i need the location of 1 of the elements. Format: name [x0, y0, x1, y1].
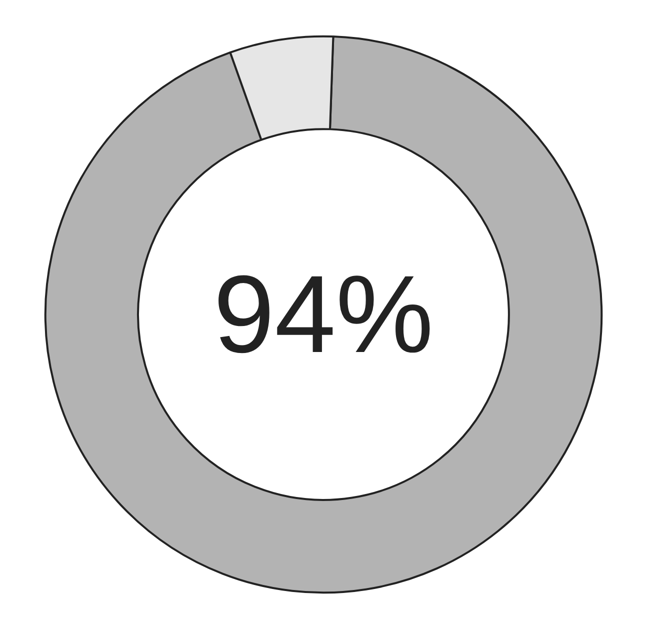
text: 94% — [213, 253, 434, 376]
